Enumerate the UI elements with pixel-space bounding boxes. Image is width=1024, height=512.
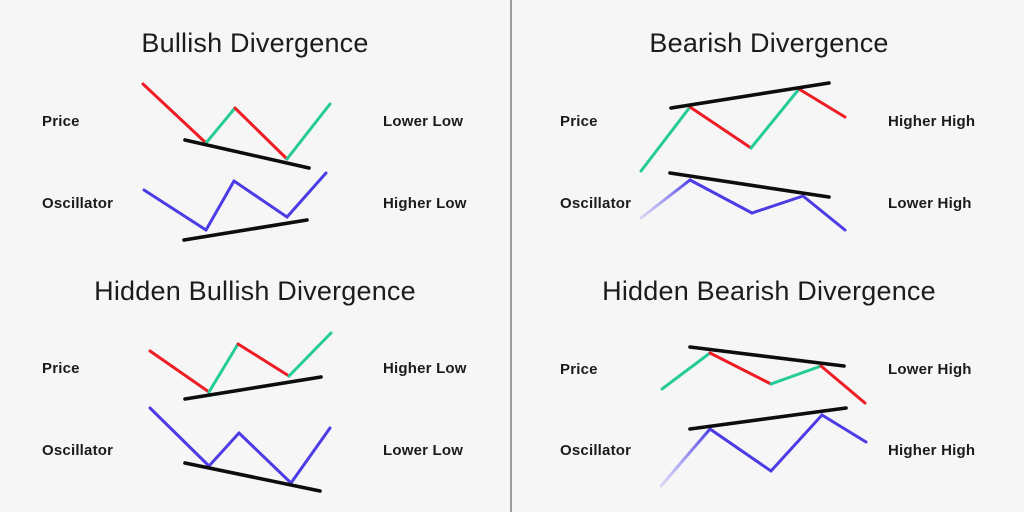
oscillator-trendline bbox=[688, 406, 848, 431]
oscillator-line-segment bbox=[659, 427, 712, 488]
oscillator-label: Oscillator bbox=[42, 195, 114, 212]
price-label: Price bbox=[42, 360, 80, 377]
oscillator-label: Oscillator bbox=[560, 195, 632, 212]
price-line-segment bbox=[819, 364, 867, 405]
price-line-segment bbox=[207, 342, 240, 394]
panel-title-bullish: Bullish Divergence bbox=[141, 28, 369, 58]
oscillator-line-segment bbox=[801, 194, 847, 232]
oscillator-line-segment bbox=[688, 178, 754, 215]
price-note: Higher High bbox=[888, 113, 976, 130]
price-line-segment bbox=[688, 105, 753, 150]
oscillator-trendline bbox=[183, 461, 322, 493]
price-label: Price bbox=[560, 361, 598, 378]
price-trendline bbox=[669, 81, 831, 110]
oscillator-note: Higher High bbox=[888, 442, 976, 459]
price-line-segment bbox=[660, 351, 712, 391]
oscillator-line-segment bbox=[769, 413, 824, 473]
oscillator-line-segment bbox=[237, 431, 293, 485]
oscillator-label: Oscillator bbox=[42, 442, 114, 459]
price-line-segment bbox=[639, 105, 692, 173]
oscillator-line-segment bbox=[232, 179, 289, 219]
price-label: Price bbox=[42, 113, 80, 130]
price-line-segment bbox=[287, 331, 333, 378]
price-trendline bbox=[183, 138, 311, 170]
oscillator-note: Lower High bbox=[888, 195, 972, 212]
price-note: Lower High bbox=[888, 361, 972, 378]
oscillator-line-segment bbox=[820, 413, 868, 444]
price-line-segment bbox=[236, 342, 291, 378]
oscillator-label: Oscillator bbox=[560, 442, 632, 459]
oscillator-line-segment bbox=[289, 426, 332, 485]
price-line-segment bbox=[285, 102, 332, 161]
oscillator-line-segment bbox=[142, 188, 208, 232]
price-note: Lower Low bbox=[383, 113, 464, 130]
oscillator-trendline bbox=[182, 218, 309, 242]
oscillator-line-segment bbox=[204, 179, 236, 232]
oscillator-line-segment bbox=[708, 427, 773, 473]
oscillator-note: Higher Low bbox=[383, 195, 467, 212]
oscillator-line-segment bbox=[148, 406, 211, 468]
panel-title-hidden-bearish: Hidden Bearish Divergence bbox=[602, 276, 936, 306]
panel-title-hidden-bullish: Hidden Bullish Divergence bbox=[94, 276, 416, 306]
oscillator-line-segment bbox=[207, 431, 241, 468]
price-trendline bbox=[183, 375, 323, 401]
price-line-segment bbox=[708, 351, 773, 386]
price-line-segment bbox=[148, 349, 211, 394]
price-note: Higher Low bbox=[383, 360, 467, 377]
price-line-segment bbox=[749, 87, 801, 150]
price-line-segment bbox=[233, 106, 289, 161]
price-line-segment bbox=[141, 82, 208, 145]
price-trendline bbox=[688, 345, 846, 368]
oscillator-line-segment bbox=[285, 171, 328, 219]
oscillator-trendline bbox=[668, 171, 831, 199]
price-line-segment bbox=[204, 106, 237, 145]
price-line-segment bbox=[797, 87, 847, 119]
oscillator-note: Lower Low bbox=[383, 442, 464, 459]
panel-divider bbox=[510, 0, 512, 512]
price-label: Price bbox=[560, 113, 598, 130]
oscillator-line-segment bbox=[639, 178, 692, 220]
panel-title-bearish: Bearish Divergence bbox=[649, 28, 889, 58]
price-line-segment bbox=[769, 364, 823, 386]
oscillator-line-segment bbox=[750, 194, 805, 215]
